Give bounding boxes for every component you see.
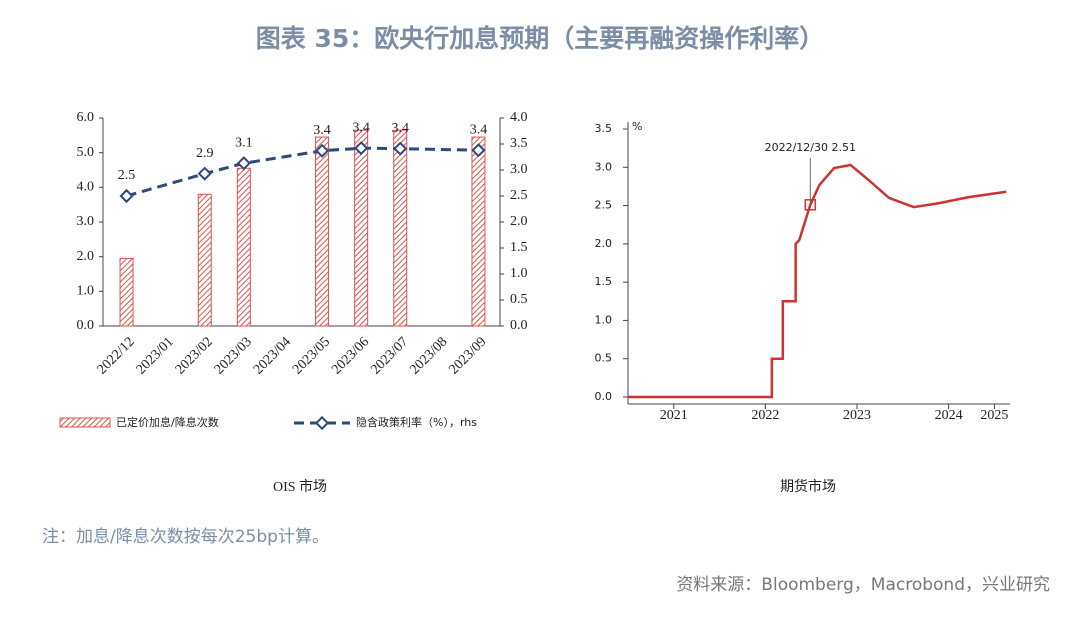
y-tick-label: 0.0	[77, 318, 95, 333]
x-tick-label: 2025	[980, 408, 1008, 423]
y-tick-label: 1.0	[595, 313, 613, 326]
bar	[315, 136, 330, 327]
y2-tick-label: 3.5	[510, 136, 528, 151]
x-tick-label: 2023/01	[134, 334, 177, 377]
y-tick-label: 2.0	[77, 249, 95, 264]
legend-label: 已定价加息/降息次数	[116, 415, 219, 429]
point	[354, 141, 369, 156]
y-tick-label: 6.0	[77, 110, 95, 125]
point	[236, 156, 251, 171]
x-tick-label: 2023/04	[251, 334, 294, 377]
caption: OIS 市场	[273, 478, 327, 495]
bar	[236, 167, 251, 327]
caption: 期货市场	[780, 478, 836, 495]
figure-title: 图表 35：欧央行加息预期（主要再融资操作利率）	[256, 24, 825, 53]
data-label: 3.4	[470, 122, 488, 137]
bar	[471, 136, 486, 327]
y-tick-label: 1.0	[77, 284, 95, 299]
data-label: 2.5	[118, 168, 136, 183]
x-tick-label: 2023/03	[212, 334, 255, 377]
y2-tick-label: 1.5	[510, 240, 528, 255]
annotation: 2022/12/30 2.51	[765, 141, 856, 154]
point	[314, 143, 330, 158]
legend-label: 隐含政策利率（%），rhs	[356, 415, 477, 429]
point	[471, 143, 486, 158]
y-tick-label: 3.5	[595, 122, 613, 135]
y-tick-label: 3.0	[77, 214, 95, 229]
x-tick-label: 2022/12	[95, 334, 138, 377]
x-tick-label: 2023/09	[446, 334, 489, 377]
bar	[354, 129, 369, 327]
y-tick-label: 5.0	[77, 145, 95, 160]
data-label: 3.4	[392, 121, 410, 136]
data-label: 2.9	[196, 146, 214, 161]
data-label: 3.1	[235, 135, 253, 150]
legend-swatch	[59, 417, 111, 428]
x-tick-label: 2023/06	[329, 334, 372, 377]
data-label: 3.4	[313, 123, 331, 138]
y-tick-label: 3.0	[595, 160, 613, 173]
y-tick-label: 2.5	[595, 199, 613, 212]
x-tick-label: 2024	[935, 408, 963, 423]
x-tick-label: 2023/05	[290, 334, 333, 377]
point	[119, 188, 134, 204]
bar	[119, 257, 134, 327]
x-tick-label: 2023	[843, 408, 871, 423]
y-tick-label: 0.0	[595, 390, 613, 403]
x-tick-label: 2021	[660, 408, 688, 423]
source: 资料来源：Bloomberg，Macrobond，兴业研究	[676, 575, 1050, 595]
point	[197, 166, 212, 181]
y2-tick-label: 0.5	[510, 292, 528, 307]
annotation-marker	[804, 199, 817, 211]
y-tick-label: 2.0	[595, 237, 613, 250]
bar	[393, 129, 408, 327]
x-tick-label: 2023/07	[368, 334, 411, 377]
point	[393, 141, 408, 156]
y2-tick-label: 4.0	[510, 110, 528, 125]
bar	[197, 193, 212, 327]
y-tick-label: 4.0	[77, 180, 95, 195]
legend-swatch	[314, 415, 330, 431]
x-tick-label: 2023/02	[173, 334, 216, 377]
line	[126, 146, 479, 198]
y2-tick-label: 1.0	[510, 266, 528, 281]
x-tick-label: 2022	[751, 408, 779, 423]
y-tick-label: 1.5	[595, 275, 613, 288]
data-label: 3.4	[352, 120, 370, 135]
y2-tick-label: 2.5	[510, 188, 528, 203]
y2-tick-label: 0.0	[510, 318, 528, 333]
note: 注：加息/降息次数按每次25bp计算。	[42, 527, 329, 547]
y-axis-unit: %	[632, 120, 642, 133]
y2-tick-label: 3.0	[510, 162, 528, 177]
line	[628, 163, 1007, 399]
y-tick-label: 0.5	[595, 352, 613, 365]
y2-tick-label: 2.0	[510, 214, 528, 229]
x-tick-label: 2023/08	[407, 334, 450, 377]
